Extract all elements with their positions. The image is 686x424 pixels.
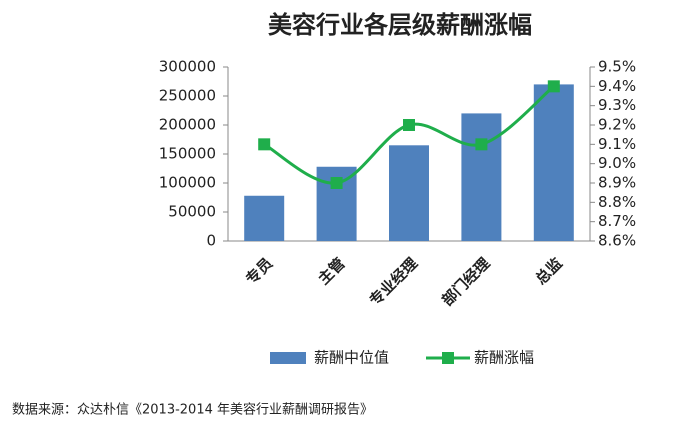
y2-tick-label: 8.6%	[598, 232, 636, 250]
y2-tick-label: 9.2%	[598, 116, 636, 134]
y2-tick-label: 8.7%	[598, 212, 636, 230]
x-tick-label: 专业经理	[366, 254, 421, 309]
y-tick-label: 100000	[159, 174, 216, 192]
y-tick-label: 50000	[168, 203, 216, 221]
y2-tick-label: 9.0%	[598, 154, 636, 172]
line-marker	[403, 119, 415, 131]
y-tick-label: 250000	[159, 87, 216, 105]
line-marker	[258, 138, 271, 151]
x-tick-label: 部门经理	[438, 254, 493, 309]
line-marker	[330, 177, 343, 189]
legend-label: 薪酬涨幅	[474, 349, 534, 367]
y2-tick-label: 8.8%	[598, 193, 636, 211]
bar	[389, 145, 429, 241]
line-marker	[475, 138, 488, 151]
x-tick-label: 专员	[242, 254, 276, 288]
y2-tick-label: 9.3%	[598, 96, 636, 114]
legend-swatch	[442, 352, 454, 364]
y2-tick-label: 9.4%	[598, 77, 636, 95]
line-marker	[547, 80, 560, 93]
x-tick-label: 主管	[315, 254, 349, 288]
legend-label: 薪酬中位值	[314, 349, 389, 367]
y2-tick-label: 8.9%	[598, 174, 636, 192]
y-tick-label: 150000	[159, 145, 216, 163]
chart-title: 美容行业各层级薪酬涨幅	[268, 11, 532, 39]
y-tick-label: 300000	[159, 58, 216, 76]
y-tick-label: 0	[206, 232, 216, 250]
bar	[244, 195, 285, 241]
y2-tick-label: 9.1%	[598, 135, 636, 153]
source-note: 数据来源：众达朴信《2013-2014 年美容行业薪酬调研报告》	[12, 402, 373, 418]
x-tick-label: 总监	[532, 254, 566, 288]
legend-swatch	[270, 352, 306, 364]
bar	[461, 113, 502, 241]
bar	[533, 84, 574, 242]
y-tick-label: 200000	[159, 116, 216, 134]
y2-tick-label: 9.5%	[598, 58, 636, 76]
